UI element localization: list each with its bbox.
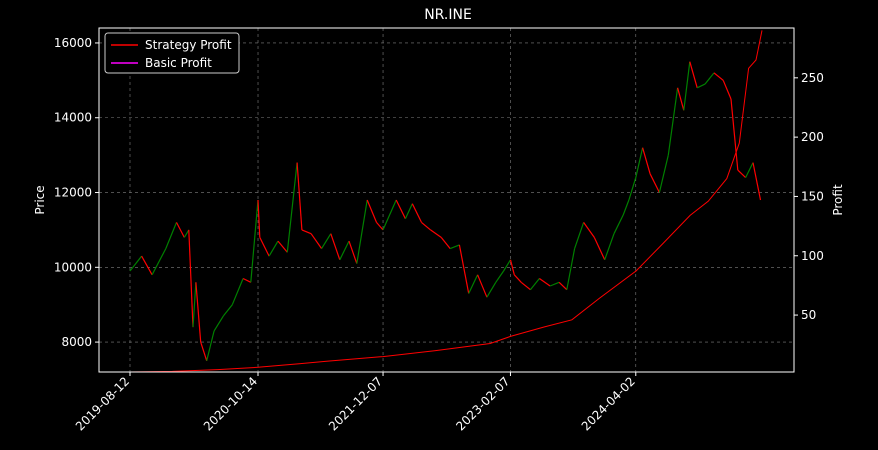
price-segment: [395, 199, 406, 219]
price-segment: [689, 61, 698, 88]
y2-tick-label: 250: [801, 71, 824, 85]
y-tick-label: 12000: [54, 186, 92, 200]
price-segment: [222, 304, 233, 317]
price-segment: [520, 281, 531, 291]
price-segment: [188, 229, 194, 328]
price-segment: [449, 244, 460, 250]
price-segment: [257, 199, 261, 238]
price-segment: [635, 147, 644, 178]
price-segment: [658, 154, 669, 193]
strategy-profit-line: [129, 30, 763, 373]
legend: Strategy Profit Basic Profit: [104, 32, 240, 74]
price-segment: [421, 221, 431, 231]
price-segment: [242, 277, 252, 283]
price-segment: [549, 281, 560, 287]
price-segment: [558, 281, 568, 291]
price-segment: [513, 274, 522, 283]
y-tick-label: 10000: [54, 260, 92, 274]
price-segment: [296, 162, 303, 230]
plot-frame: [98, 27, 795, 373]
price-segment: [175, 222, 185, 238]
price-segment: [667, 87, 679, 156]
price-segment: [622, 199, 630, 216]
price-segment: [539, 278, 551, 287]
price-segment: [356, 199, 368, 264]
price-segment: [411, 203, 423, 223]
price-segment: [458, 244, 470, 294]
price-segment: [206, 330, 215, 361]
price-segment: [752, 162, 762, 201]
price-segment: [151, 248, 167, 276]
price-segment: [141, 255, 153, 276]
price-segment: [713, 72, 724, 81]
price-segment: [486, 281, 497, 298]
legend-label-strategy: Strategy Profit: [145, 38, 232, 52]
price-segment: [213, 315, 224, 332]
price-segment: [613, 214, 624, 234]
y2-tick-label: 100: [801, 249, 824, 263]
price-segment: [195, 282, 202, 343]
price-segment: [477, 274, 488, 298]
price-segment: [310, 233, 323, 249]
price-segment: [231, 278, 244, 305]
y-tick-label: 14000: [54, 111, 92, 125]
price-segment: [348, 240, 358, 264]
price-segment: [642, 147, 651, 174]
price-segment: [593, 237, 606, 261]
price-segment: [737, 169, 747, 179]
y2-tick-label: 150: [801, 189, 824, 203]
price-segment: [745, 162, 754, 178]
y-tick-label: 8000: [61, 335, 92, 349]
price-segment: [382, 199, 397, 231]
price-segment: [200, 341, 208, 361]
legend-box: [104, 32, 240, 74]
price-segment: [730, 98, 739, 171]
price-segment: [509, 259, 515, 275]
y2-axis-title: Profit: [831, 184, 845, 216]
price-segment: [722, 80, 732, 100]
price-segment: [192, 282, 197, 328]
price-segment: [183, 229, 190, 238]
price-segment: [366, 199, 378, 223]
price-segment: [529, 278, 540, 291]
price-segment: [404, 203, 413, 219]
price-segment: [649, 173, 660, 193]
price-segment: [430, 229, 442, 238]
y-tick-label: 16000: [54, 36, 92, 50]
chart-title: NR.INE: [424, 7, 472, 23]
price-segment: [440, 237, 451, 249]
price-segment: [330, 233, 341, 260]
price-segment: [259, 237, 270, 257]
price-segment: [503, 259, 512, 272]
price-segment: [566, 248, 576, 290]
price-segment: [696, 83, 706, 89]
price-segment: [604, 233, 615, 261]
y2-tick-label: 200: [801, 130, 824, 144]
price-segment: [704, 72, 715, 85]
price-segment: [250, 199, 259, 283]
price-segment: [376, 222, 384, 231]
price-segment: [301, 229, 312, 235]
legend-label-basic: Basic Profit: [145, 56, 212, 70]
price-segment: [574, 222, 585, 249]
price-segment: [277, 240, 288, 253]
price-segment: [677, 87, 685, 111]
price-segment: [339, 240, 350, 261]
price-segment: [268, 240, 279, 257]
price-segment: [165, 222, 178, 249]
price-segment: [495, 270, 505, 283]
price-segment: [583, 222, 595, 238]
price-segment: [286, 162, 298, 253]
price-segment: [321, 233, 332, 249]
y2-tick-label: 50: [801, 308, 816, 322]
price-segment: [129, 255, 143, 272]
price-series: [129, 61, 762, 361]
price-segment: [683, 61, 691, 111]
price-segment: [628, 177, 637, 201]
y-axis-title: Price: [33, 185, 47, 214]
price-segment: [468, 274, 479, 294]
